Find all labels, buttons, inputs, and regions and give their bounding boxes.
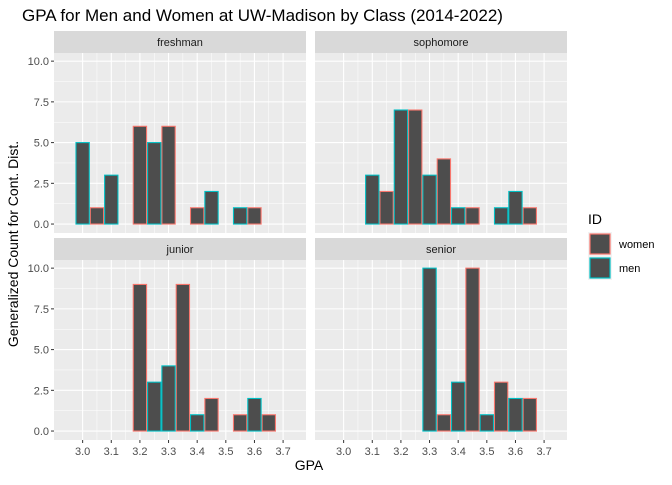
bar-women [436, 158, 452, 225]
facet-strip-label: junior [166, 244, 194, 256]
y-tick-label: 10.0 [28, 56, 49, 68]
bar-women [408, 109, 423, 225]
y-tick-label: 5.0 [34, 138, 49, 150]
facet-panel-senior: senior 3.0 3.1 3.2 3.3 3.4 3.5 3.6 3.7 [315, 238, 567, 458]
x-tick-label: 3.2 [132, 446, 147, 458]
bar-men [147, 142, 162, 225]
bar-men [422, 267, 437, 432]
bar-women [132, 283, 148, 432]
facet-strip-label: senior [426, 244, 456, 256]
x-axis-title: GPA [295, 457, 324, 473]
x-tick-label: 3.5 [218, 446, 233, 458]
bar-men [393, 109, 409, 225]
facet-panels: freshman 0.0 2.5 5.0 7.5 10.0 sophomore junior 0… [28, 31, 567, 458]
bar-women [522, 397, 537, 432]
bar-men [365, 174, 380, 225]
facet-strip [54, 31, 306, 53]
y-axis-title: Generalized Count for Cont. Dist. [5, 141, 21, 347]
y-tick-label: 2.5 [34, 385, 49, 397]
y-tick-label: 10.0 [28, 263, 49, 275]
bar-women [493, 381, 509, 432]
bar-men [493, 207, 509, 225]
bar-men [508, 190, 523, 225]
x-tick-label: 3.0 [75, 446, 90, 458]
bar-women [465, 207, 480, 225]
x-tick-label: 3.5 [479, 446, 494, 458]
bar-women [379, 190, 394, 225]
facet-strip [54, 238, 306, 260]
x-tick-label: 3.7 [275, 446, 290, 458]
y-tick-label: 2.5 [34, 178, 49, 190]
bar-women [89, 207, 105, 225]
x-tick-label: 3.3 [422, 446, 437, 458]
bar-women [175, 283, 191, 432]
x-tick-label: 3.1 [365, 446, 380, 458]
bar-men [104, 174, 119, 225]
facet-panel-junior: junior 0.0 2.5 5.0 7.5 10.0 3.0 3.1 3.2 3.3 3.4 3.5… [28, 238, 306, 458]
facet-strip-label: sophomore [413, 37, 468, 49]
bar-men [204, 190, 219, 225]
x-tick-label: 3.4 [451, 446, 466, 458]
bar-men [450, 207, 466, 225]
y-tick-label: 0.0 [34, 219, 49, 231]
bar-men [508, 397, 523, 432]
bar-men [189, 414, 205, 432]
x-tick-label: 3.3 [161, 446, 176, 458]
facet-strip [315, 31, 567, 53]
y-tick-label: 7.5 [34, 304, 49, 316]
x-tick-label: 3.1 [104, 446, 119, 458]
bar-men [147, 381, 162, 432]
y-tick-label: 5.0 [34, 345, 49, 357]
legend-label-men: men [619, 263, 640, 275]
legend-label-women: women [618, 239, 654, 251]
bar-women [436, 414, 452, 432]
bar-women [522, 207, 537, 225]
legend: ID women men [588, 211, 654, 280]
x-tick-label: 3.6 [508, 446, 523, 458]
bar-women [232, 414, 248, 432]
bar-men [450, 381, 466, 432]
facet-panel-sophomore: sophomore [315, 31, 567, 233]
bar-men [422, 174, 437, 225]
x-tick-label: 3.4 [190, 446, 205, 458]
bar-men [161, 365, 176, 432]
bar-women [132, 125, 148, 225]
bar-men [479, 414, 495, 432]
bar-women [161, 125, 176, 225]
bar-women [247, 207, 262, 225]
legend-title: ID [588, 211, 602, 227]
bar-women [189, 207, 205, 225]
bar-men [75, 142, 90, 225]
legend-key-men [589, 257, 611, 279]
x-tick-label: 3.2 [393, 446, 408, 458]
facet-panel-freshman: freshman 0.0 2.5 5.0 7.5 10.0 [28, 31, 306, 233]
bar-women [465, 267, 480, 432]
y-tick-label: 7.5 [34, 97, 49, 109]
facet-strip [315, 238, 567, 260]
x-tick-label: 3.6 [247, 446, 262, 458]
bar-men [232, 207, 248, 225]
y-tick-label: 0.0 [34, 426, 49, 438]
facet-strip-label: freshman [157, 37, 203, 49]
bar-women [261, 414, 276, 432]
legend-key-women [589, 233, 611, 255]
x-tick-label: 3.7 [536, 446, 551, 458]
bar-women [204, 397, 219, 432]
bar-men [247, 397, 262, 432]
x-tick-label: 3.0 [336, 446, 351, 458]
chart-title: GPA for Men and Women at UW-Madison by C… [22, 6, 503, 25]
